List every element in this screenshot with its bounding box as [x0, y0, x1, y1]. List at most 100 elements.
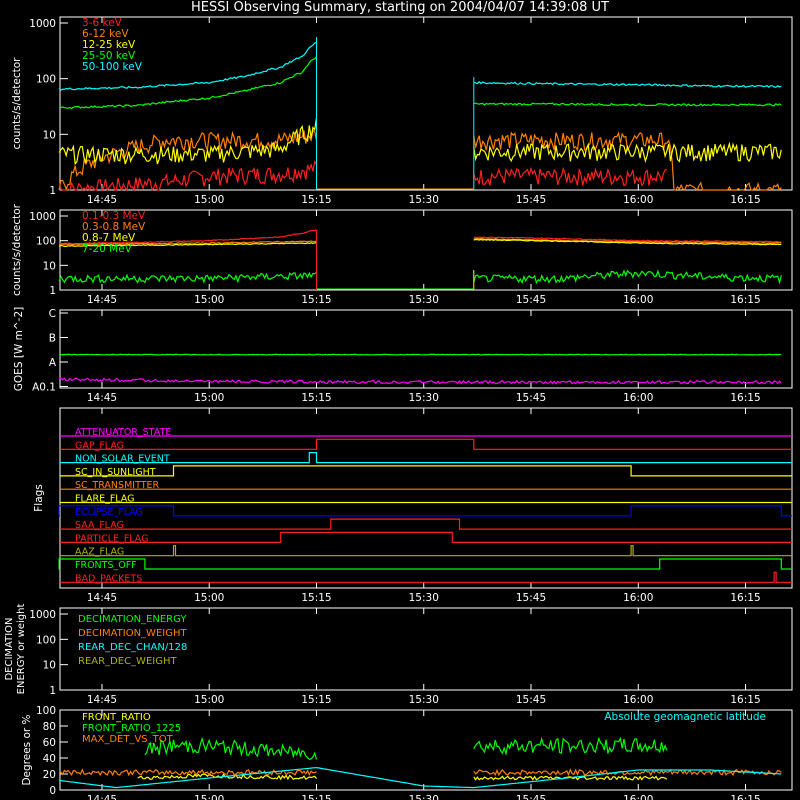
panel-2-frame	[59, 309, 793, 389]
x-tick-label: 15:00	[194, 694, 224, 706]
legend-entry: REAR_DEC_WEIGHT	[78, 656, 177, 667]
x-tick-label: 15:15	[301, 694, 331, 706]
goes-line	[58, 377, 782, 385]
flag-label: PARTICLE_FLAG	[75, 533, 148, 544]
y-axis-label: GOES [W m^-2]	[13, 307, 25, 391]
x-tick-label: 16:00	[623, 592, 653, 604]
flag-label: FRONTS_OFF	[75, 560, 137, 571]
y-tick-label: 80	[43, 721, 56, 733]
y-tick-label: 1	[49, 685, 56, 697]
flag-label: GAP_FLAG	[75, 440, 124, 451]
x-tick-label: 15:00	[194, 294, 224, 306]
y-tick-label: 100	[36, 634, 56, 646]
flag-label: ECLIPSE_FLAG	[75, 507, 143, 518]
legend-entry: 12-25 keV	[82, 39, 136, 51]
y-tick-label: 100	[36, 236, 56, 248]
x-tick-label: 16:15	[730, 694, 760, 706]
y-axis-label: DECIMATION	[4, 617, 15, 680]
series-line	[59, 56, 782, 110]
legend-entry: MAX_DET_VS_TOT	[82, 734, 174, 745]
x-tick-label: 15:00	[194, 392, 224, 404]
annotation-label: Absolute geomagnetic latitude	[604, 711, 766, 723]
ratio-line	[144, 736, 668, 760]
x-tick-label: 16:00	[623, 794, 653, 800]
legend-entry: 0.8-7 MeV	[82, 232, 136, 244]
series-line	[58, 238, 782, 247]
ratio-line	[59, 766, 782, 789]
legend-entry: 25-50 keV	[82, 50, 136, 62]
legend-entry: REAR_DEC_CHAN/128	[78, 642, 187, 653]
legend-entry: 50-100 keV	[82, 61, 143, 73]
x-tick-label: 15:45	[516, 592, 546, 604]
y-axis-label: counts/s/detector	[11, 57, 23, 150]
flag-line	[58, 505, 792, 517]
flag-label: SC_IN_SUNLIGHT	[75, 467, 156, 478]
y-tick-label: 1000	[29, 609, 56, 621]
y-tick-label: 10	[43, 129, 56, 141]
legend-entry: 3-6 keV	[82, 17, 123, 29]
y-axis-label: ENERGY or weight	[16, 604, 27, 695]
y-tick-label: 40	[43, 753, 56, 765]
panel-3-frame	[59, 407, 793, 589]
x-tick-label: 14:45	[87, 694, 117, 706]
flag-line	[60, 531, 792, 543]
flag-label: AAZ_FLAG	[75, 547, 124, 558]
x-tick-label: 14:45	[87, 294, 117, 306]
series-line	[58, 160, 668, 192]
x-tick-label: 15:45	[516, 794, 546, 800]
x-tick-label: 15:45	[516, 194, 546, 206]
series-line	[59, 229, 782, 245]
flag-line	[60, 545, 792, 557]
x-tick-label: 15:00	[194, 592, 224, 604]
x-tick-label: 16:00	[623, 694, 653, 706]
x-tick-label: 15:15	[301, 194, 331, 206]
flag-label: FLARE_FLAG	[75, 494, 135, 505]
x-tick-label: 15:30	[409, 194, 439, 206]
y-tick-label: A	[49, 357, 57, 369]
legend-entry: 0.1-0.3 MeV	[82, 210, 146, 222]
y-tick-label: 1000	[29, 18, 56, 30]
x-tick-label: 14:45	[87, 194, 117, 206]
x-tick-label: 15:15	[301, 294, 331, 306]
flag-label: SAA_FLAG	[75, 520, 124, 531]
x-tick-label: 15:15	[301, 592, 331, 604]
x-tick-label: 15:45	[516, 694, 546, 706]
x-tick-label: 15:30	[409, 592, 439, 604]
flag-label: SC_TRANSMITTER	[75, 480, 160, 491]
y-tick-label: C	[49, 308, 56, 320]
y-tick-label: 1	[49, 285, 56, 297]
y-axis-label: counts/s/detector	[11, 203, 23, 296]
series-line	[58, 41, 782, 91]
flag-line	[58, 558, 792, 570]
x-tick-label: 14:45	[87, 794, 117, 800]
panel-1-frame	[59, 209, 793, 291]
x-tick-label: 15:15	[301, 794, 331, 800]
x-tick-label: 16:15	[730, 294, 760, 306]
panel-0-frame	[59, 16, 793, 191]
legend-entry: DECIMATION_WEIGHT	[78, 628, 187, 639]
legend-entry: FRONT_RATIO_1225	[82, 723, 181, 734]
x-tick-label: 16:00	[623, 194, 653, 206]
series-line	[58, 117, 782, 166]
y-tick-label: 60	[43, 737, 56, 749]
flag-line	[60, 452, 792, 464]
y-tick-label: 100	[36, 74, 56, 86]
y-axis-label: Flags	[33, 484, 45, 512]
x-tick-label: 15:30	[409, 694, 439, 706]
flag-label: BAD_PACKETS	[75, 573, 142, 584]
flag-line	[60, 465, 792, 477]
x-tick-label: 15:30	[409, 294, 439, 306]
x-tick-label: 15:15	[301, 392, 331, 404]
y-tick-label: 10	[43, 260, 56, 272]
x-tick-label: 15:30	[409, 392, 439, 404]
flag-label: NON_SOLAR_EVENT	[75, 454, 170, 465]
y-tick-label: 0	[49, 785, 56, 797]
panel-4-frame	[59, 607, 793, 691]
x-tick-label: 15:45	[516, 294, 546, 306]
legend-entry: 7-20 MeV	[82, 243, 133, 255]
y-tick-label: 1000	[29, 211, 56, 223]
y-tick-label: A0.1	[32, 382, 56, 394]
y-axis-label: Degrees or %	[21, 714, 33, 785]
y-tick-label: 20	[43, 769, 56, 781]
